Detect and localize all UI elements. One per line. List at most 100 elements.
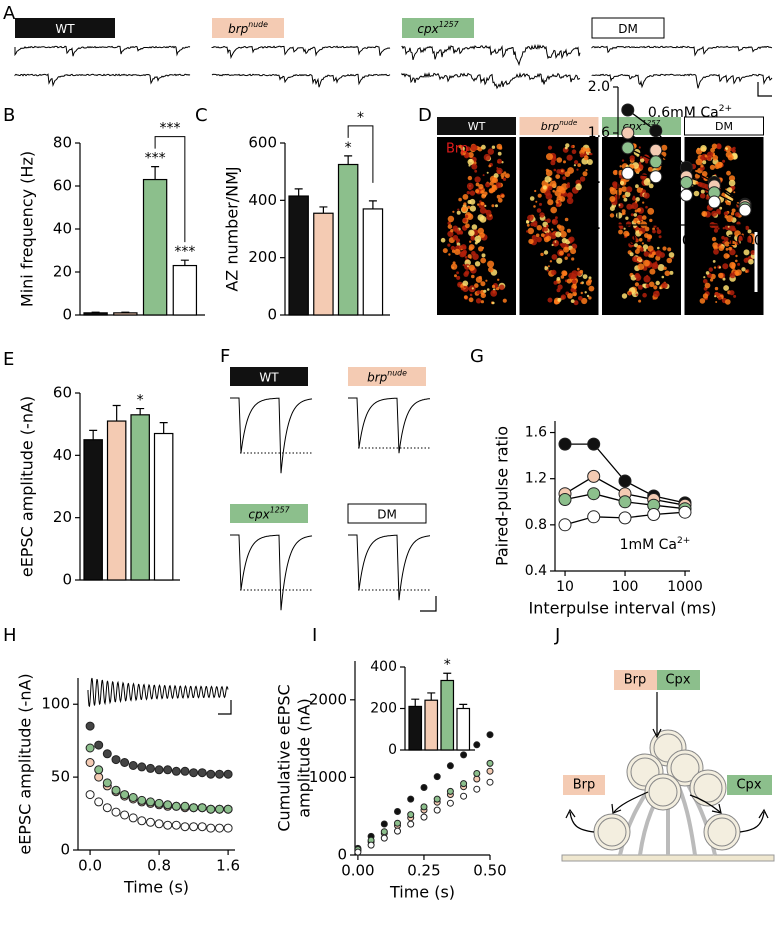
- data-point: [120, 790, 130, 800]
- bouton-spot: [713, 266, 717, 269]
- bouton-spot: [644, 233, 649, 238]
- bouton-spot: [477, 203, 480, 206]
- bouton-spot: [712, 260, 716, 263]
- data-point: [154, 819, 164, 829]
- data-point: [111, 807, 121, 817]
- data-point: [189, 803, 199, 813]
- bouton-spot: [637, 221, 641, 225]
- bouton-spot: [542, 185, 548, 190]
- bouton-spot: [468, 229, 475, 237]
- bouton-spot: [559, 250, 564, 256]
- bouton-spot: [618, 229, 623, 235]
- bouton-spot: [463, 295, 468, 299]
- y-tick-label: 2000: [309, 690, 347, 708]
- bouton-spot: [471, 287, 474, 290]
- bouton-spot: [557, 200, 561, 203]
- bouton-spot: [722, 277, 726, 281]
- trace: [211, 73, 391, 88]
- bouton-spot: [645, 160, 649, 164]
- bouton-spot: [561, 270, 568, 276]
- bouton-spot: [714, 286, 719, 291]
- bouton-spot: [564, 217, 569, 222]
- bouton-spot: [471, 274, 475, 279]
- data-point: [460, 792, 468, 800]
- bouton-spot: [540, 252, 544, 257]
- data-point: [621, 166, 635, 180]
- bouton-spot: [652, 229, 656, 234]
- trace: [591, 73, 773, 89]
- bouton-spot: [630, 213, 634, 217]
- bouton-spot: [481, 253, 486, 258]
- bouton-spot: [547, 145, 553, 150]
- data-point: [137, 795, 147, 805]
- bouton-spot: [632, 235, 637, 240]
- data-point: [102, 803, 112, 813]
- bouton-spot: [497, 278, 500, 281]
- genotype-label: brpnude: [541, 118, 578, 134]
- data-point: [146, 763, 155, 773]
- bouton-spot: [460, 287, 464, 291]
- bouton-spot: [492, 177, 498, 184]
- bar: [424, 699, 439, 751]
- bouton-spot: [547, 199, 554, 206]
- bouton-spot: [535, 200, 538, 203]
- bouton-spot: [726, 230, 733, 237]
- panel-letter: I: [312, 625, 317, 646]
- bouton-spot: [693, 190, 700, 197]
- bouton-spot: [484, 204, 487, 207]
- bouton-spot: [551, 218, 559, 225]
- text-part: 1mM Ca: [620, 537, 677, 553]
- bouton-spot: [628, 242, 634, 248]
- bouton-spot: [634, 249, 640, 254]
- bouton-spot: [490, 289, 498, 297]
- error-bar: [180, 259, 189, 266]
- bouton-spot: [447, 243, 451, 247]
- bouton-spot: [648, 235, 652, 239]
- bouton-spot: [469, 190, 476, 196]
- bouton-spot: [582, 274, 588, 279]
- bouton-spot: [526, 219, 530, 224]
- significance-bracket: [154, 136, 186, 243]
- bouton-spot: [718, 272, 724, 279]
- bouton-spot: [712, 155, 719, 161]
- bouton-spot: [748, 258, 754, 265]
- data-point: [394, 819, 401, 827]
- bouton-spot: [645, 283, 650, 288]
- text-part: cpx: [248, 507, 270, 521]
- bouton-spot: [456, 210, 461, 215]
- data-point: [679, 176, 693, 189]
- y-tick-label: 1.6: [588, 125, 610, 141]
- bouton-spot: [481, 144, 486, 150]
- error-bar: [89, 429, 98, 440]
- data-point: [433, 806, 441, 814]
- bouton-spot: [456, 242, 461, 246]
- bouton-spot: [547, 185, 553, 191]
- bouton-spot: [621, 186, 628, 193]
- panel-letter: H: [3, 625, 17, 646]
- y-axis-label: eEPSC amplitude (-nA): [16, 673, 35, 854]
- bouton-spot: [637, 208, 641, 212]
- bouton-spot: [638, 161, 642, 165]
- bouton-spot: [539, 202, 542, 206]
- bouton-spot: [586, 159, 593, 165]
- bouton-spot: [483, 153, 491, 161]
- genotype-label: DM: [377, 507, 397, 521]
- bouton-spot: [544, 176, 552, 183]
- bouton-spot: [465, 146, 471, 152]
- data-point: [420, 803, 428, 811]
- bouton-spot: [747, 229, 752, 234]
- bouton-spot: [653, 290, 660, 298]
- bouton-spot: [488, 266, 494, 273]
- trace: [401, 71, 581, 90]
- bouton-spot: [469, 205, 476, 212]
- epsc-trace: [230, 397, 313, 474]
- bouton-spot: [450, 229, 454, 233]
- bouton-spot: [526, 223, 530, 227]
- bouton-spot: [638, 146, 641, 149]
- bouton-spot: [724, 145, 732, 153]
- bouton-spot: [452, 235, 459, 241]
- bouton-spot: [560, 230, 567, 238]
- x-tick-label: 0.25: [407, 862, 440, 880]
- bouton-spot: [463, 202, 467, 206]
- condition-label: 0.6mM Ca2+: [648, 104, 732, 122]
